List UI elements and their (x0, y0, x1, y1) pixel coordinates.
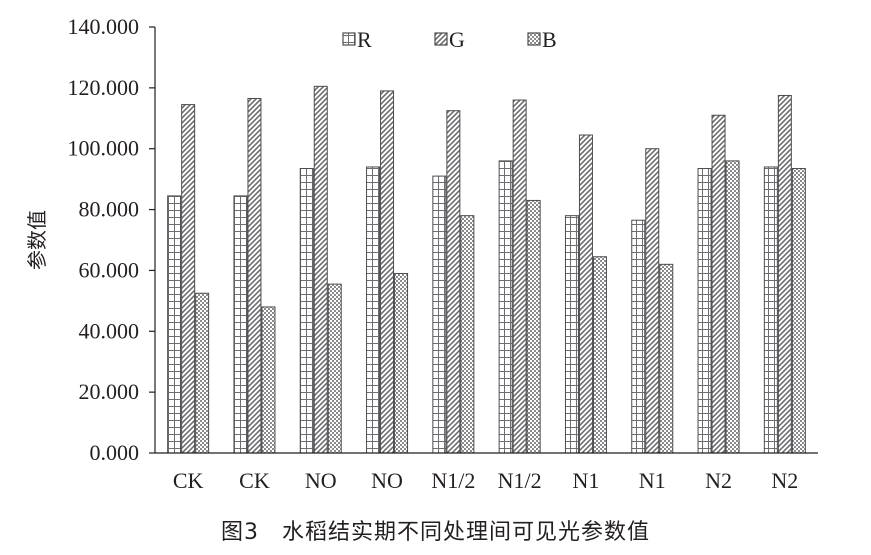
y-axis-ticks: 0.000 20.000 40.000 60.000 80.000 100.000 120.… (68, 14, 155, 465)
bar-chart: 参数值 0.000 20.000 40.000 60.000 80.000 100.000… (25, 14, 818, 493)
bar-R-5 (432, 175, 447, 454)
bar-B-6 (526, 199, 541, 454)
x-tick-label: CK (239, 468, 270, 493)
legend-swatch-R (342, 32, 356, 46)
bar-G-1 (181, 104, 196, 454)
bar-R-1 (167, 195, 182, 454)
x-tick-label: N2 (705, 468, 732, 493)
bar-G-2 (247, 98, 262, 454)
x-tick-label: NO (371, 468, 403, 493)
x-tick-label: N1 (573, 468, 600, 493)
x-tick-label: N1 (639, 468, 666, 493)
bar-B-1 (195, 292, 210, 454)
bar-R-4 (366, 166, 381, 454)
bar-B-2 (261, 306, 276, 454)
y-axis-label: 参数值 (25, 210, 49, 270)
x-tick-label: N2 (771, 468, 798, 493)
axes (154, 27, 818, 454)
bars (167, 85, 806, 454)
bar-G-5 (446, 110, 461, 454)
y-tick-label: 140.000 (68, 14, 140, 39)
x-tick-label: NO (305, 468, 337, 493)
bar-B-9 (725, 160, 740, 454)
bar-G-4 (380, 90, 395, 454)
bar-B-3 (327, 283, 342, 454)
legend-swatch-B (527, 32, 541, 46)
bar-G-9 (711, 114, 726, 454)
bar-B-10 (791, 167, 806, 454)
legend-swatch-G (434, 32, 448, 46)
y-tick-label: 60.000 (79, 257, 140, 282)
x-axis-labels: CK CK NO NO N1/2 N1/2 N1 N1 N2 N2 (173, 468, 798, 493)
bar-G-10 (777, 94, 792, 454)
figure-caption: 图3 水稻结实期不同处理间可见光参数值 (221, 520, 650, 545)
legend-label-R: R (357, 27, 372, 52)
y-tick-label: 80.000 (79, 197, 140, 222)
y-tick-label: 100.000 (68, 136, 140, 161)
bar-B-8 (659, 263, 674, 454)
y-tick-label: 40.000 (79, 318, 140, 343)
bar-R-8 (631, 219, 646, 454)
bar-B-7 (592, 256, 607, 454)
bar-R-3 (299, 167, 314, 454)
bar-R-9 (697, 167, 712, 454)
y-tick-label: 120.000 (68, 75, 140, 100)
legend-label-B: B (542, 27, 557, 52)
bar-B-5 (460, 215, 475, 454)
bar-G-8 (645, 148, 660, 454)
bar-R-7 (564, 215, 579, 454)
x-tick-label: N1/2 (431, 468, 475, 493)
x-tick-label: CK (173, 468, 204, 493)
bar-G-3 (313, 85, 328, 454)
bar-R-10 (763, 166, 778, 454)
bar-B-4 (394, 272, 409, 454)
x-tick-label: N1/2 (498, 468, 542, 493)
bar-G-7 (578, 134, 593, 454)
bar-G-6 (512, 99, 527, 454)
legend-label-G: G (449, 27, 465, 52)
bar-R-6 (498, 160, 513, 454)
bar-R-2 (233, 195, 248, 454)
y-tick-label: 0.000 (90, 440, 140, 465)
y-tick-label: 20.000 (79, 379, 140, 404)
